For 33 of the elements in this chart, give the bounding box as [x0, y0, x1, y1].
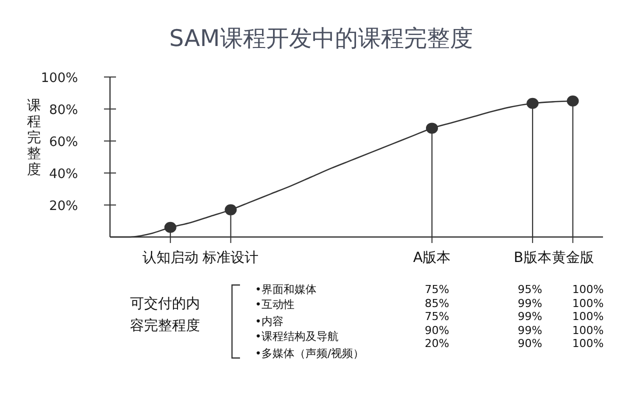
- text: 75%: [424, 310, 450, 323]
- text: •课程结构及导航: [255, 330, 338, 343]
- x-tick-label: B版本: [514, 250, 552, 266]
- text: 20%: [424, 337, 450, 350]
- text: 95%: [518, 283, 542, 296]
- text: 85%: [424, 297, 450, 310]
- text: 100%: [572, 310, 604, 323]
- x-tick-label: 黄金版: [552, 250, 594, 266]
- x-tick-label: 认知启动: [142, 250, 198, 266]
- y-tick-label: 60%: [49, 135, 78, 150]
- text: 99%: [518, 324, 542, 337]
- x-tick-label: A版本: [413, 250, 451, 266]
- ylabel: 课程完整度: [27, 98, 41, 178]
- text: •多媒体（声频/视频）: [255, 347, 364, 360]
- y-tick-label: 100%: [40, 71, 78, 86]
- text: •内容: [255, 315, 284, 328]
- text: •互动性: [255, 298, 294, 311]
- x-tick-label: 标准设计: [202, 250, 259, 266]
- title: SAM课程开发中的课程完整度: [169, 26, 473, 52]
- text: 可交付的内容完整程度: [130, 295, 201, 336]
- y-tick-label: 20%: [49, 199, 78, 214]
- y-tick-label: 40%: [49, 167, 78, 182]
- text: 100%: [572, 337, 604, 350]
- text: •界面和媒体: [255, 283, 316, 296]
- y-tick-label: 80%: [49, 103, 78, 118]
- text: 99%: [518, 297, 542, 310]
- text: 90%: [424, 324, 450, 337]
- text: 100%: [572, 324, 604, 337]
- text: 90%: [518, 337, 542, 350]
- text: 100%: [572, 297, 604, 310]
- text: 75%: [424, 283, 450, 296]
- text: 100%: [572, 283, 604, 296]
- text: 99%: [518, 310, 542, 323]
